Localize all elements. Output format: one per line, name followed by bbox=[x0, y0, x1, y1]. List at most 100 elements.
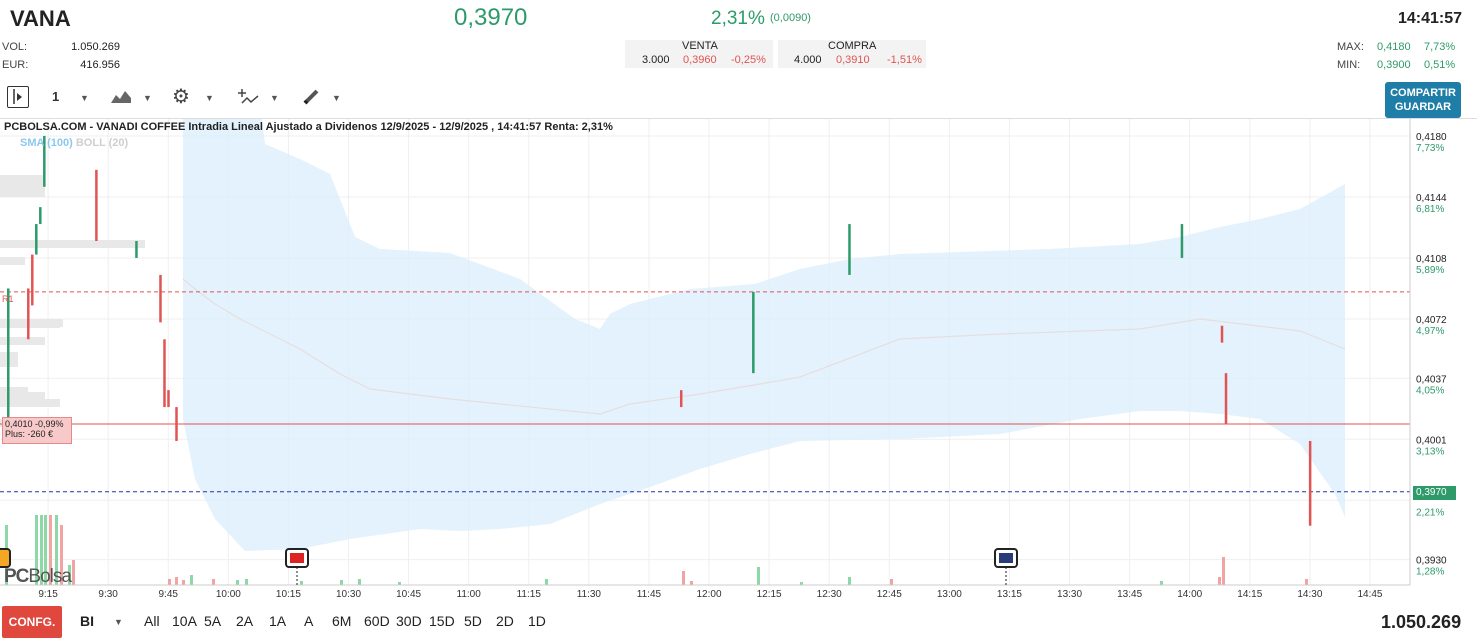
period-6m[interactable]: 6M bbox=[332, 613, 352, 629]
period-1d[interactable]: 1D bbox=[528, 613, 546, 629]
pencil-icon bbox=[303, 89, 319, 105]
y-pct-label: 7,73% bbox=[1416, 143, 1444, 154]
volume-bar bbox=[68, 565, 71, 585]
panel-toggle-button[interactable] bbox=[7, 86, 29, 108]
x-tick-label: 12:30 bbox=[817, 589, 842, 600]
sell-label: VENTA bbox=[682, 40, 718, 52]
share-save-button[interactable]: COMPARTIR GUARDAR bbox=[1385, 82, 1461, 118]
draw-tool-button[interactable] bbox=[302, 88, 322, 111]
y-tick-label: 0,4108 bbox=[1416, 254, 1447, 265]
sma-line bbox=[182, 278, 1346, 415]
watermark-bolsa: Bolsa bbox=[28, 566, 72, 587]
candle bbox=[752, 291, 755, 374]
x-tick-label: 13:45 bbox=[1117, 589, 1142, 600]
period-a[interactable]: A bbox=[304, 613, 314, 629]
sell-box bbox=[625, 40, 773, 68]
candle bbox=[163, 339, 166, 408]
x-tick-label: 10:45 bbox=[396, 589, 421, 600]
period-1a[interactable]: 1A bbox=[269, 613, 287, 629]
sell-pct: -0,25% bbox=[731, 54, 766, 66]
candle bbox=[1220, 325, 1224, 343]
max-pct: 7,73% bbox=[1424, 41, 1456, 53]
chart-type-button[interactable] bbox=[110, 88, 132, 109]
candle bbox=[175, 407, 178, 441]
volume-bar bbox=[545, 579, 548, 585]
y-pct-label: 6,81% bbox=[1416, 204, 1444, 215]
vol-value: 1.050.269 bbox=[71, 41, 120, 53]
candle bbox=[95, 169, 98, 242]
volume-bar bbox=[682, 571, 685, 585]
chevron-down-icon[interactable]: ▼ bbox=[270, 93, 279, 103]
bollinger-band bbox=[183, 119, 1345, 551]
chevron-down-icon[interactable]: ▼ bbox=[143, 93, 152, 103]
buy-pct: -1,51% bbox=[887, 54, 922, 66]
legend-sma: SMA (100) bbox=[20, 137, 73, 149]
x-tick-label: 12:45 bbox=[877, 589, 902, 600]
volume-bar bbox=[236, 580, 239, 585]
candle bbox=[39, 207, 42, 225]
volume-profile-bar bbox=[0, 337, 45, 345]
candle bbox=[7, 288, 10, 441]
chevron-down-icon[interactable]: ▼ bbox=[205, 93, 214, 103]
volume-profile-bar bbox=[0, 240, 145, 248]
candle bbox=[31, 254, 34, 306]
volume-bar bbox=[60, 525, 63, 585]
period-30d[interactable]: 30D bbox=[396, 613, 422, 629]
x-tick-label: 11:45 bbox=[637, 589, 662, 600]
y-tick-label: 0,3930 bbox=[1416, 556, 1447, 567]
period-5a[interactable]: 5A bbox=[204, 613, 222, 629]
period-15d[interactable]: 15D bbox=[429, 613, 455, 629]
x-tick-label: 10:30 bbox=[336, 589, 361, 600]
indicator-legend: SMA (100) BOLL (20) bbox=[20, 137, 128, 149]
last-price: 0,3970 bbox=[454, 4, 528, 31]
period-60d[interactable]: 60D bbox=[364, 613, 390, 629]
price-chart[interactable]: 0,4180 0,4144 0,4108 0,4072 0,4037 0,4001 0,39… bbox=[0, 119, 1477, 601]
chevron-down-icon[interactable]: ▼ bbox=[80, 93, 89, 103]
candle bbox=[159, 274, 162, 323]
indicators-button[interactable] bbox=[238, 88, 260, 111]
y-pct-label: 4,97% bbox=[1416, 326, 1444, 337]
config-button[interactable]: CONFG. bbox=[2, 606, 62, 638]
change-absolute: (0,0090) bbox=[770, 12, 811, 24]
interval-selector[interactable]: 1 bbox=[52, 89, 60, 104]
last-price-tag: 0,3970 bbox=[1413, 486, 1456, 500]
x-tick-label: 14:15 bbox=[1237, 589, 1262, 600]
volume-bar bbox=[300, 581, 303, 585]
panel-toggle-icon bbox=[13, 89, 22, 104]
volume-bar bbox=[245, 579, 248, 585]
volume-bar bbox=[848, 577, 851, 585]
volume-bar bbox=[44, 515, 47, 585]
position-box[interactable]: 0,4010 -0,99% Plus: -260 € bbox=[2, 417, 72, 444]
x-tick-label: 13:15 bbox=[997, 589, 1022, 600]
buy-box bbox=[778, 40, 926, 68]
period-10a[interactable]: 10A bbox=[172, 613, 197, 629]
volume-bar bbox=[800, 582, 803, 585]
chevron-down-icon[interactable]: ▼ bbox=[332, 93, 341, 103]
sell-price: 0,3960 bbox=[683, 54, 717, 66]
chevron-down-icon[interactable]: ▼ bbox=[114, 617, 123, 627]
min-pct: 0,51% bbox=[1424, 59, 1456, 71]
eur-label: EUR: bbox=[2, 59, 29, 71]
period-all[interactable]: All bbox=[144, 613, 160, 629]
eur-value: 416.956 bbox=[80, 59, 120, 71]
volume-profile-bar bbox=[0, 175, 45, 197]
chart-type-selector[interactable]: BI bbox=[80, 613, 94, 629]
x-tick-label: 14:30 bbox=[1297, 589, 1322, 600]
candle bbox=[1308, 440, 1312, 526]
period-2d[interactable]: 2D bbox=[496, 613, 514, 629]
candle bbox=[848, 224, 851, 275]
max-price: 0,4180 bbox=[1377, 41, 1411, 53]
ticker-symbol: VANA bbox=[10, 6, 71, 31]
y-pct-label: 4,05% bbox=[1416, 385, 1444, 396]
indicators-icon bbox=[238, 89, 259, 104]
volume-bar bbox=[398, 582, 401, 585]
volume-bar bbox=[175, 577, 178, 585]
min-label: MIN: bbox=[1337, 59, 1361, 71]
gear-icon[interactable]: ⚙ bbox=[172, 86, 190, 108]
volume-bar bbox=[55, 515, 58, 585]
legend-boll: BOLL (20) bbox=[75, 137, 129, 149]
candle bbox=[679, 390, 683, 408]
period-2a[interactable]: 2A bbox=[236, 613, 254, 629]
volume-bar bbox=[182, 580, 185, 585]
period-5d[interactable]: 5D bbox=[464, 613, 482, 629]
